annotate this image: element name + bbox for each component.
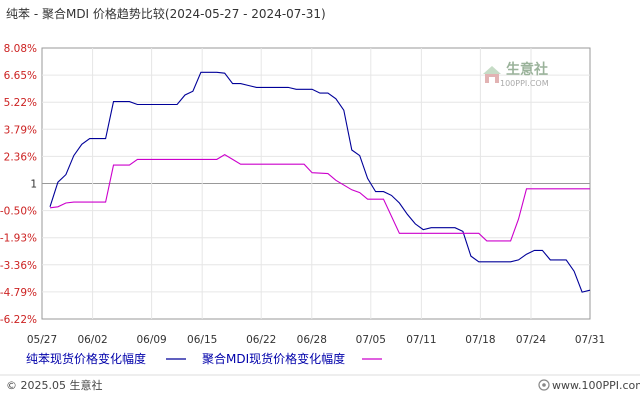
y-tick-label: 8.08% <box>4 43 37 55</box>
legend: 纯苯现货价格变化幅度 聚合MDI现货价格变化幅度 <box>26 351 382 366</box>
chart-title: 纯苯 - 聚合MDI 价格趋势比较(2024-05-27 - 2024-07-3… <box>6 6 326 21</box>
footer-url: www.100PPI.com <box>552 379 640 392</box>
x-axis-ticks: 05/27 06/02 06/09 06/15 06/22 06/28 07/05 07/11… <box>27 334 605 346</box>
y-tick-label: -0.50% <box>0 206 37 218</box>
legend-label-mdi: 聚合MDI现货价格变化幅度 <box>202 351 345 366</box>
x-tick-label: 05/27 <box>27 334 57 346</box>
x-tick-label: 07/31 <box>575 334 605 346</box>
y-tick-label: 2.36% <box>4 151 37 163</box>
y-tick-label: 5.22% <box>4 97 37 109</box>
legend-label-benzene: 纯苯现货价格变化幅度 <box>26 351 146 366</box>
x-tick-label: 06/22 <box>246 334 276 346</box>
grid <box>42 48 590 319</box>
watermark-logo-icon <box>483 66 501 83</box>
series-line-mdi <box>49 154 590 242</box>
series-layer <box>49 71 591 293</box>
x-tick-label: 06/15 <box>187 334 217 346</box>
footer-copyright: © 2025.05 生意社 <box>6 378 102 392</box>
y-tick-label: -3.36% <box>0 260 37 272</box>
watermark: 生意社 100PPI.COM <box>483 61 549 88</box>
y-tick-label: -4.79% <box>0 287 37 299</box>
y-axis-ticks: 8.08% 6.65% 5.22% 3.79% 2.36% 1 -0.50% -1.93% -3… <box>0 43 37 326</box>
series-line-benzene <box>49 71 591 293</box>
x-tick-label: 07/05 <box>356 334 386 346</box>
y-tick-label: 1 <box>30 179 37 191</box>
y-tick-label: -6.22% <box>0 314 37 326</box>
x-tick-label: 07/11 <box>406 334 436 346</box>
y-tick-label: -1.93% <box>0 233 37 245</box>
y-tick-label: 6.65% <box>4 70 37 82</box>
y-tick-label: 3.79% <box>4 124 37 136</box>
x-tick-label: 06/28 <box>297 334 327 346</box>
x-tick-label: 06/09 <box>136 334 166 346</box>
watermark-url: 100PPI.COM <box>500 79 549 88</box>
watermark-brand: 生意社 <box>506 61 548 78</box>
x-tick-label: 07/24 <box>516 334 547 346</box>
x-tick-label: 07/18 <box>465 334 495 346</box>
x-tick-label: 06/02 <box>77 334 107 346</box>
footer-logo-icon <box>538 379 550 391</box>
